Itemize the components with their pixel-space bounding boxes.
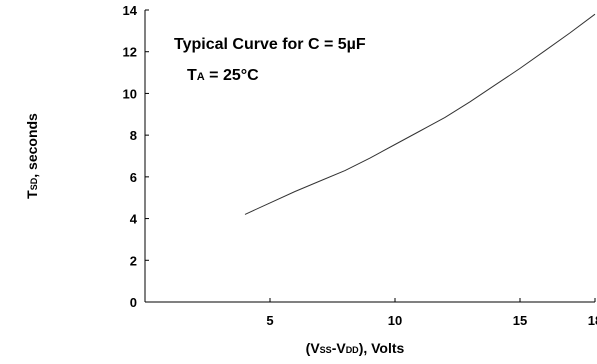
y-tick-label: 2 xyxy=(130,253,137,268)
y-axis-label-rest: , seconds xyxy=(24,113,40,178)
y-tick-label: 14 xyxy=(123,3,138,18)
x-tick-label: 18 xyxy=(588,313,597,328)
x-axis-label: (VSS-VDD), Volts xyxy=(306,340,405,356)
x-axis-label-part2: -V xyxy=(332,340,347,356)
tick-labels: 0 2 4 6 8 10 12 14 5 10 15 18 xyxy=(123,3,597,328)
x-axis-label-part3: ), Volts xyxy=(359,340,405,356)
annotation-temperature-rest: = 25°C xyxy=(205,67,259,84)
y-tick-label: 8 xyxy=(130,128,137,143)
y-tick-label: 10 xyxy=(123,86,137,101)
x-tick-label: 5 xyxy=(266,313,273,328)
y-axis-label-sub: SD xyxy=(29,177,39,190)
annotation-curve-label: Typical Curve for C = 5µF xyxy=(174,36,366,53)
annotation-temperature-sub: A xyxy=(197,71,205,83)
y-tick-label: 4 xyxy=(130,212,138,227)
x-axis-label-sub2: DD xyxy=(346,345,359,355)
series xyxy=(244,13,596,215)
y-axis-label: TSD, seconds xyxy=(24,113,40,199)
y-tick-label: 12 xyxy=(123,45,137,60)
y-axis-label-main: T xyxy=(24,190,40,199)
y-tick-label: 0 xyxy=(130,295,137,310)
x-axis-label-sub1: SS xyxy=(320,345,332,355)
x-axis-label-part1: (V xyxy=(306,340,321,356)
x-tick-label: 15 xyxy=(513,313,527,328)
annotation-temperature: TA = 25°C xyxy=(187,67,259,84)
y-tick-label: 6 xyxy=(130,170,137,185)
annotation-temperature-main: T xyxy=(187,67,197,84)
x-tick-label: 10 xyxy=(388,313,402,328)
series-line xyxy=(244,13,596,215)
axes xyxy=(144,9,596,303)
